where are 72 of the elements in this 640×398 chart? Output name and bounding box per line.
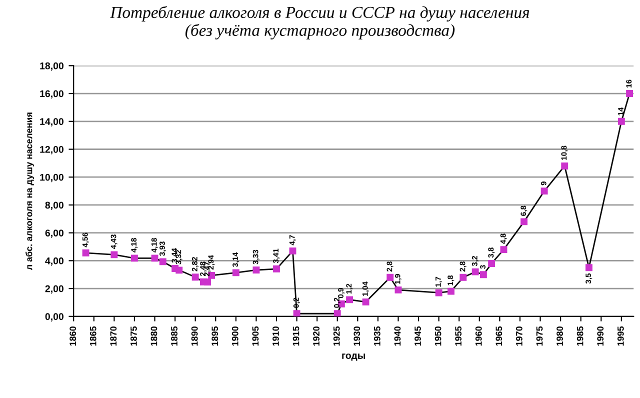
x-tick-label: 1900 [232,326,238,346]
point [435,289,442,296]
y-tick-label: 12,00 [40,146,64,154]
x-tick-label: 1920 [313,326,320,346]
point [520,218,528,226]
x-tick-label: 1860 [70,326,76,346]
x-tick-label: 1935 [374,326,380,346]
x-tick-label: 1980 [556,326,563,346]
x-tick-label: 1875 [130,326,137,346]
x-tick-label: 1890 [191,326,198,346]
y-tick-label: 8,00 [45,202,64,210]
point [362,298,370,306]
point [480,271,487,278]
y-tick-label: 6,00 [45,230,64,238]
x-axis-title: годы [342,354,366,361]
x-tick-label: 1930 [354,326,360,346]
x-tick-label: 1965 [496,326,502,346]
point [293,310,300,316]
point [448,288,454,295]
y-axis-title: л абс. алкоголя на душу населения [26,112,34,270]
point [472,268,479,276]
y-tick-label: 2,00 [45,285,64,294]
point [561,162,568,170]
y-tick-label: 14,00 [40,118,64,126]
point [540,188,548,195]
x-tick-label: 1960 [475,326,482,346]
point [130,254,138,262]
point [289,247,296,254]
point [252,266,260,274]
x-tick-label: 1895 [212,326,218,346]
point [460,274,467,281]
x-tick-label: 1990 [597,326,604,346]
point [618,118,625,125]
point [500,246,508,254]
chart-title: Потребление алкоголя в России и СССР на душу населения (без учёта кустарного производства) [110,6,530,40]
x-tick-label: 1995 [617,326,624,346]
point [192,274,199,281]
point [273,265,280,272]
x-tick-label: 1985 [576,326,584,346]
x-tick-label: 1915 [292,326,300,346]
point [176,266,183,274]
point [82,249,90,256]
y-tick-label: 18,00 [40,62,64,71]
x-tick-label: 1970 [516,326,522,346]
x-tick-label: 1925 [333,326,340,346]
x-tick-label: 1870 [110,326,117,346]
y-tick-label: 0,00 [45,313,64,322]
point [394,286,402,294]
x-tick-label: 1905 [252,326,259,346]
point [204,278,211,286]
x-tick-label: 1945 [414,326,421,346]
x-tick-label: 1880 [150,326,158,346]
point [159,258,166,266]
point [110,251,118,258]
point [585,264,592,272]
y-tick-label: 10,00 [40,174,64,182]
x-tick-label: 1955 [455,326,462,346]
x-tick-label: 1940 [394,326,401,346]
point [232,269,240,276]
y-tick-label: 4,00 [45,257,64,266]
point [334,310,341,316]
x-tick-label: 1950 [434,326,442,346]
x-tick-label: 1865 [90,326,96,346]
point [386,274,394,281]
point [626,90,634,98]
y-tick-label: 16,00 [40,90,64,99]
point [488,260,496,267]
x-tick-label: 1910 [272,326,279,346]
point [346,296,354,304]
x-tick-label: 1975 [536,326,543,346]
point [151,254,158,262]
x-tick-label: 1885 [171,326,178,346]
